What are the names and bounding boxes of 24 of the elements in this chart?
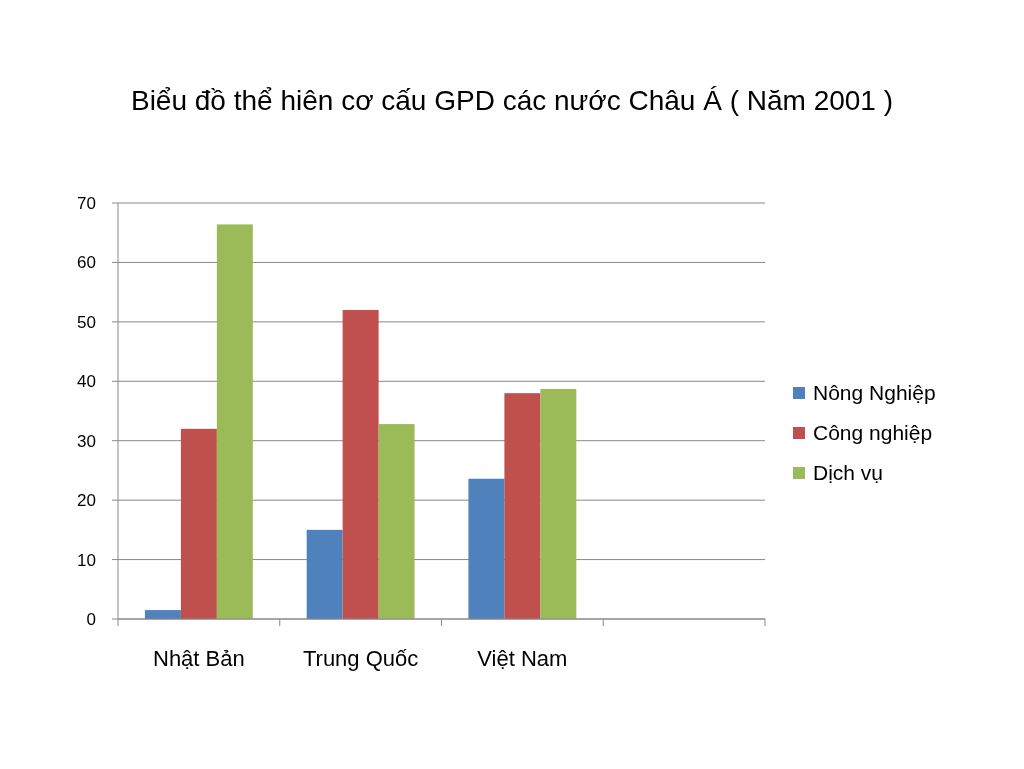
bar bbox=[144, 610, 181, 619]
bar bbox=[216, 224, 253, 619]
bar bbox=[306, 529, 343, 619]
y-tick-label: 70 bbox=[77, 193, 96, 213]
bar bbox=[378, 424, 415, 619]
legend-label: Nông Nghiệp bbox=[813, 381, 936, 405]
bar bbox=[540, 389, 577, 619]
bar bbox=[180, 428, 217, 619]
y-tick-label: 20 bbox=[77, 491, 96, 511]
x-tick-label: Nhật Bản bbox=[153, 646, 245, 671]
y-tick-label: 40 bbox=[77, 372, 96, 392]
y-tick-label: 60 bbox=[77, 253, 96, 273]
x-tick-label: Trung Quốc bbox=[302, 646, 419, 671]
y-tick-label: 30 bbox=[77, 431, 96, 451]
x-tick-label: Việt Nam bbox=[477, 646, 568, 671]
bar bbox=[342, 309, 379, 619]
y-tick-label: 50 bbox=[77, 312, 96, 332]
bar bbox=[468, 478, 505, 619]
chart-title: Biểu đồ thể hiên cơ cấu GPD các nước Châu Á ( Năm 2001 ) bbox=[130, 85, 894, 116]
bar bbox=[504, 393, 541, 619]
y-tick-label: 0 bbox=[86, 609, 96, 629]
legend-label: Công nghiệp bbox=[813, 421, 933, 445]
legend-label: Dịch vụ bbox=[813, 461, 884, 485]
y-tick-label: 10 bbox=[77, 550, 96, 570]
